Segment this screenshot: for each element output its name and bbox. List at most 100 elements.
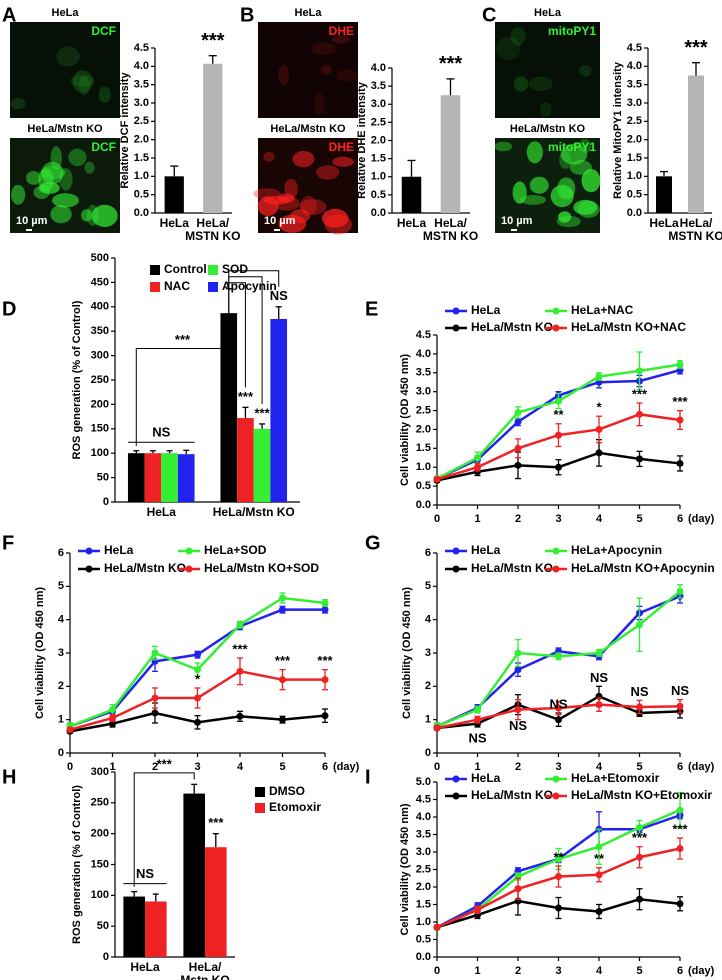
point: [676, 900, 684, 908]
cell: [336, 69, 359, 82]
point: [636, 455, 643, 463]
y-tick-label: 2.0: [134, 134, 149, 146]
y-tick-label: 4.5: [627, 42, 642, 54]
cell: [50, 146, 62, 171]
x-tick-label: 1: [109, 761, 115, 773]
y-tick-label: 250: [91, 797, 109, 809]
y-tick-label: 4.5: [134, 42, 149, 54]
cell: [72, 70, 93, 93]
scale-bar-label: 10 µm: [264, 215, 296, 227]
point: [279, 606, 286, 614]
point: [595, 871, 603, 879]
y-axis-label: Relative DHE intensity: [356, 81, 368, 199]
y-tick-label: 1.0: [627, 170, 642, 182]
cell: [310, 43, 337, 55]
y-tick-label: 2.0: [416, 423, 431, 435]
cell: [50, 205, 72, 224]
x-tick-label: HeLa: [649, 216, 679, 230]
point: [433, 724, 441, 732]
y-tick-label: 2.5: [371, 116, 386, 128]
x-tick-label: 2: [152, 761, 158, 773]
bar: [656, 176, 672, 213]
bar: [144, 453, 162, 502]
cell: [520, 195, 546, 205]
cell: [10, 97, 26, 110]
significance: NS: [136, 866, 154, 881]
cell: [316, 165, 340, 180]
point: [66, 726, 74, 734]
cell: [278, 214, 307, 233]
significance: ***: [632, 830, 648, 845]
legend-label: DMSO: [269, 784, 305, 798]
y-tick-label: 3.5: [134, 79, 149, 91]
cell: [41, 161, 64, 185]
y-tick-label: 4.5: [416, 793, 431, 805]
x-tick-label: 3: [555, 965, 561, 977]
point: [109, 714, 116, 722]
point: [514, 444, 522, 452]
cell: [68, 148, 87, 167]
point: [514, 461, 522, 469]
x-tick-label: HeLa: [130, 960, 160, 974]
cell: [276, 193, 295, 203]
point: [194, 666, 201, 674]
y-tick-label: 3.0: [416, 386, 431, 398]
y-tick-label: 2.0: [371, 134, 386, 146]
x-tick-label: HeLa/ MSTN KO: [422, 216, 479, 243]
stain-label: DCF: [91, 24, 116, 38]
x-tick-label: 1: [474, 965, 480, 977]
x-tick-label: 2: [515, 513, 521, 525]
y-tick-label: 450: [91, 276, 109, 288]
legend-label: HeLa: [471, 771, 501, 785]
bar: [164, 176, 184, 213]
legend-swatch: [208, 265, 218, 275]
legend-marker: [452, 775, 460, 783]
cell: [332, 156, 354, 167]
bracket: [228, 270, 280, 287]
legend-label: HeLa/Mstn KO: [471, 788, 553, 802]
significance: ***: [632, 386, 648, 401]
significance: ***: [208, 815, 224, 830]
y-tick-label: 4.0: [627, 60, 642, 72]
x-tick-label: 4: [237, 761, 244, 773]
panel-letter: G: [365, 532, 381, 554]
x-tick-label: 2: [515, 761, 521, 773]
y-tick-label: 5: [58, 580, 64, 592]
y-tick-label: 1.5: [134, 152, 149, 164]
significance: ***: [232, 641, 248, 656]
y-tick-label: 1.5: [416, 442, 431, 454]
y-tick-label: 4.0: [416, 348, 431, 360]
y-tick-label: 3.0: [416, 846, 431, 858]
point: [474, 454, 481, 462]
x-tick-label: 0: [434, 965, 440, 977]
cell: [510, 27, 526, 46]
point: [279, 676, 286, 684]
cell: [529, 176, 549, 194]
cell: [26, 171, 42, 185]
legend-label: Control: [164, 262, 207, 276]
bar: [127, 453, 145, 502]
legend-label: NAC: [164, 279, 190, 293]
y-tick-label: 2.5: [416, 863, 431, 875]
cell: [69, 74, 95, 87]
point: [433, 475, 441, 483]
legend-marker: [452, 547, 460, 555]
y-tick-label: 3.0: [627, 97, 642, 109]
cell: [38, 182, 60, 194]
x-tick-label: 5: [636, 965, 642, 977]
y-tick-label: 4.0: [134, 60, 149, 72]
significance: NS: [468, 730, 486, 745]
point: [474, 716, 481, 724]
y-tick-label: 0.0: [134, 207, 149, 219]
image-title: HeLa/Mstn KO: [270, 123, 346, 135]
point: [321, 606, 329, 614]
y-tick-label: 0.0: [416, 499, 431, 511]
x-tick-label: 5: [279, 761, 285, 773]
x-tick-label: HeLa/ MSTN KO: [185, 216, 241, 243]
cell: [278, 64, 290, 86]
point: [595, 449, 603, 457]
significance: ***: [157, 756, 173, 771]
significance: NS: [630, 684, 648, 699]
image-title: HeLa: [534, 7, 562, 19]
